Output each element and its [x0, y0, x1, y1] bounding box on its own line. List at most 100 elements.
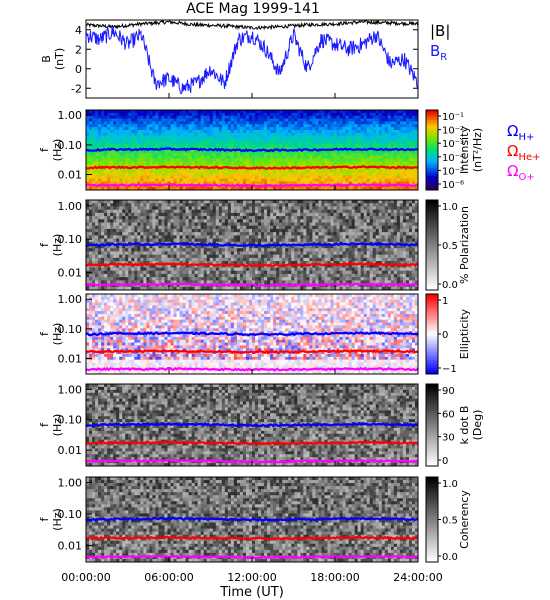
heatmap-cell: [200, 118, 205, 122]
heatmap-cell: [372, 222, 377, 227]
heatmap-cell: [270, 209, 274, 214]
heatmap-cell: [140, 167, 144, 171]
heatmap-cell: [221, 241, 226, 246]
heatmap-cell: [267, 248, 271, 252]
heatmap-cell: [384, 245, 389, 249]
heatmap-cell: [161, 254, 165, 259]
heatmap-cell: [164, 175, 168, 179]
heatmap-cell: [273, 178, 277, 182]
heatmap-cell: [306, 245, 310, 249]
heatmap-cell: [209, 167, 214, 171]
heatmap-cell: [173, 170, 177, 174]
heatmap-cell: [110, 245, 114, 249]
heatmap-cell: [197, 158, 202, 162]
heatmap-cell: [291, 112, 295, 117]
heatmap-cell: [318, 132, 322, 137]
heatmap-cell: [306, 110, 310, 114]
heatmap-cell: [312, 216, 316, 220]
heatmap-cell: [378, 138, 383, 142]
heatmap-cell: [318, 121, 322, 125]
heatmap-cell: [185, 206, 190, 211]
heatmap-cell: [297, 112, 301, 117]
heatmap-cell: [390, 132, 395, 137]
heatmap-cell: [363, 124, 368, 128]
heatmap-cell: [387, 135, 392, 139]
heatmap-cell: [369, 216, 374, 220]
heatmap-cell: [303, 121, 307, 125]
heatmap-cell: [273, 248, 277, 252]
heatmap-cell: [188, 178, 193, 182]
heatmap-cell: [149, 141, 153, 145]
heatmap-cell: [303, 164, 307, 168]
heatmap-cell: [185, 178, 190, 182]
heatmap-cell: [212, 110, 217, 114]
heatmap-cell: [248, 225, 253, 230]
heatmap-cell: [113, 175, 117, 179]
heatmap-cell: [411, 135, 416, 139]
heatmap-cell: [101, 167, 105, 171]
heatmap-cell: [116, 225, 120, 230]
heatmap-cell: [92, 178, 96, 182]
heatmap-cell: [387, 155, 392, 159]
heatmap-cell: [173, 121, 177, 125]
heatmap-cell: [188, 251, 193, 256]
heatmap-cell: [288, 127, 292, 131]
heatmap-cell: [161, 161, 165, 165]
heatmap-cell: [270, 175, 274, 179]
heatmap-cell: [342, 209, 346, 214]
heatmap-cell: [363, 232, 368, 236]
heatmap-cell: [312, 206, 316, 211]
heatmap-cell: [363, 222, 368, 227]
heatmap-cell: [149, 158, 153, 162]
heatmap-cell: [233, 203, 238, 207]
heatmap-cell: [128, 251, 132, 256]
heatmap-cell: [170, 170, 174, 174]
heatmap-cell: [378, 121, 383, 125]
heatmap-cell: [149, 251, 153, 256]
heatmap-cell: [315, 238, 319, 243]
heatmap-cell: [218, 232, 223, 236]
heatmap-cell: [236, 203, 241, 207]
heatmap-cell: [396, 235, 401, 239]
heatmap-cell: [167, 135, 171, 139]
heatmap-cell: [351, 150, 356, 154]
heatmap-cell: [291, 172, 295, 177]
heatmap-cell: [372, 203, 377, 207]
heatmap-cell: [387, 238, 392, 243]
heatmap-cell: [164, 132, 168, 137]
heatmap-cell: [179, 155, 183, 159]
heatmap-cell: [330, 212, 334, 217]
heatmap-cell: [264, 235, 268, 239]
heatmap-cell: [176, 127, 180, 131]
heatmap-cell: [242, 130, 247, 134]
heatmap-cell: [92, 130, 96, 134]
heatmap-cell: [158, 164, 162, 168]
heatmap-cell: [113, 203, 117, 207]
heatmap-cell: [92, 200, 96, 204]
heatmap-cell: [116, 172, 120, 177]
heatmap-cell: [107, 206, 111, 211]
heatmap-cell: [375, 203, 380, 207]
heatmap-cell: [152, 170, 156, 174]
heatmap-cell: [255, 228, 259, 233]
heatmap-cell: [279, 175, 283, 179]
heatmap-cell: [221, 175, 226, 179]
heatmap-cell: [339, 152, 343, 157]
heatmap-cell: [119, 132, 123, 137]
heatmap-cell: [291, 225, 295, 230]
heatmap-cell: [206, 209, 211, 214]
heatmap-cell: [261, 170, 265, 174]
heatmap-cell: [405, 112, 410, 117]
heatmap-cell: [339, 155, 343, 159]
heatmap-cell: [158, 118, 162, 122]
heatmap-cell: [224, 167, 229, 171]
heatmap-cell: [245, 172, 250, 177]
heatmap-cell: [306, 164, 310, 168]
heatmap-cell: [252, 212, 256, 217]
heatmap-cell: [152, 219, 156, 223]
heatmap-cell: [92, 172, 96, 177]
heatmap-cell: [336, 161, 340, 165]
heatmap-cell: [107, 200, 111, 204]
heatmap-cell: [345, 115, 349, 119]
heatmap-cell: [333, 175, 337, 179]
